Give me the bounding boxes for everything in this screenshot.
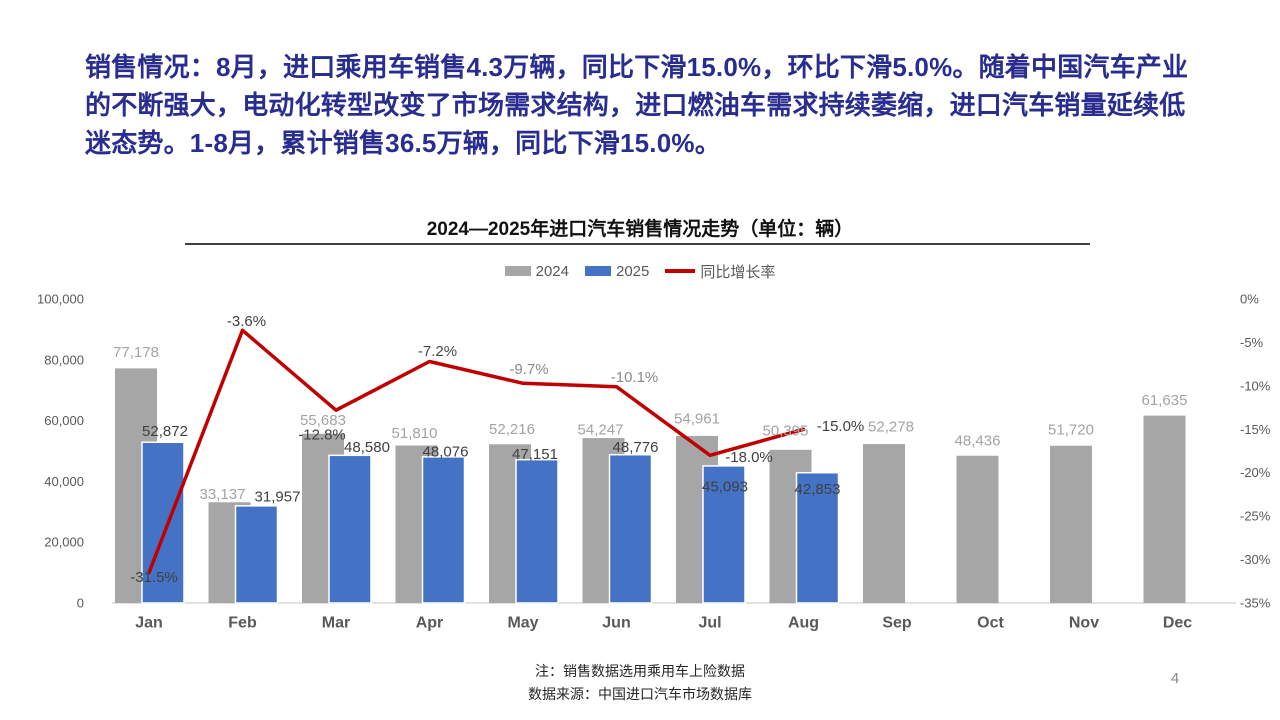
legend-label-2025: 2025 (615, 262, 650, 280)
label-2024-Feb: 33,137 (200, 486, 246, 503)
bar-2025-Aug (795, 471, 840, 604)
label-2024-Jun: 54,247 (578, 422, 624, 439)
month-label-Sep: Sep (882, 615, 912, 632)
left-axis-tick: 100,000 (37, 292, 84, 307)
label-2025-Jul: 45,093 (702, 478, 748, 495)
label-2024-Sep: 52,278 (868, 419, 914, 436)
bar-2025-May (515, 458, 559, 604)
month-label-May: May (507, 615, 538, 632)
label-2025-Apr: 48,076 (423, 443, 469, 460)
label-2024-Aug: 50,395 (763, 422, 809, 439)
legend-item-2024: 2024 (504, 262, 569, 280)
label-2024-Apr: 51,810 (392, 425, 438, 442)
label-2024-May: 52,216 (489, 421, 535, 438)
label-growth-Mar: -12.8% (298, 427, 346, 444)
month-label-Dec: Dec (1163, 615, 1192, 632)
right-axis-tick: -20% (1240, 465, 1271, 480)
right-axis-tick: -30% (1240, 552, 1271, 567)
right-axis-tick: -5% (1240, 335, 1264, 350)
left-axis-tick: 20,000 (44, 535, 84, 550)
legend-swatch-2024 (504, 266, 531, 276)
month-label-Nov: Nov (1069, 615, 1099, 632)
bar-2024-Sep (863, 444, 905, 603)
left-axis-tick: 40,000 (44, 474, 84, 489)
page-number: 4 (1170, 670, 1180, 687)
bar-2025-Apr (421, 456, 466, 604)
label-2024-Oct: 48,436 (955, 432, 1001, 449)
label-2025-Aug: 42,853 (795, 481, 841, 498)
legend-item-yoy-growth: 同比增长率 (665, 261, 775, 282)
label-2024-Nov: 51,720 (1048, 421, 1094, 438)
label-growth-Jan: -31.5% (130, 569, 178, 586)
label-growth-Jun: -10.1% (611, 369, 659, 386)
left-axis-tick: 80,000 (44, 352, 84, 367)
left-axis-tick: 0 (77, 596, 84, 611)
footnote-data-note: 注：销售数据选用乘用车上险数据 (535, 663, 745, 679)
month-label-Apr: Apr (416, 615, 444, 632)
bar-2024-Dec (1143, 415, 1186, 603)
legend-item-2025: 2025 (584, 262, 650, 280)
legend-swatch-2025 (584, 266, 611, 276)
legend-swatch-yoy (665, 269, 696, 273)
left-axis-tick: 60,000 (44, 413, 84, 428)
right-axis-tick: -35% (1240, 596, 1271, 611)
label-2024-Mar: 55,683 (300, 412, 346, 429)
month-label-Aug: Aug (788, 615, 819, 632)
label-2025-May: 47,151 (512, 446, 558, 463)
bar-2025-Mar (328, 454, 372, 604)
month-label-Jun: Jun (602, 615, 630, 632)
bar-2024-Nov (1050, 445, 1092, 603)
right-axis-tick: 0% (1240, 292, 1259, 307)
label-2024-Dec: 61,635 (1142, 392, 1188, 409)
label-growth-Feb: -3.6% (227, 313, 266, 330)
bar-2025-Feb (234, 505, 279, 604)
label-2024-Jul: 54,961 (674, 410, 720, 427)
bar-2024-Oct (956, 455, 999, 603)
label-2024-Jan: 77,178 (113, 344, 159, 361)
headline-text: 销售情况：8月，进口乘用车销售4.3万辆，同比下滑15.0%，环比下滑5.0%。… (85, 52, 1189, 158)
footnote-data-source: 数据来源：中国进口汽车市场数据库 (528, 686, 752, 702)
month-label-Jan: Jan (135, 615, 163, 632)
chart-legend: 2024 2025 同比增长率 (0, 261, 1280, 281)
label-2025-Mar: 48,580 (344, 439, 390, 456)
label-growth-May: -9.7% (509, 361, 548, 378)
bar-2025-Jan (141, 441, 185, 604)
right-axis-tick: -25% (1240, 509, 1271, 524)
label-growth-Jul: -18.0% (725, 449, 773, 466)
bar-2025-Jul (702, 465, 746, 604)
label-2025-Feb: 31,957 (255, 488, 301, 505)
legend-label-2024: 2024 (535, 262, 569, 280)
month-label-Feb: Feb (228, 615, 257, 632)
label-2025-Jun: 48,776 (613, 439, 659, 456)
month-label-Jul: Jul (698, 615, 721, 632)
yoy-growth-line (147, 328, 806, 575)
label-growth-Aug: -15.0% (817, 418, 865, 435)
right-axis-tick: -10% (1240, 378, 1271, 393)
label-2025-Jan: 52,872 (142, 423, 188, 440)
title-underline (185, 243, 1090, 245)
bar-2025-Jun (608, 453, 653, 604)
chart-title: 2024—2025年进口汽车销售情况走势（单位：辆） (426, 219, 854, 240)
month-label-Mar: Mar (322, 615, 350, 632)
label-growth-Apr: -7.2% (418, 343, 457, 360)
legend-label-yoy: 同比增长率 (700, 263, 776, 281)
month-label-Oct: Oct (977, 615, 1004, 632)
right-axis-tick: -15% (1240, 422, 1271, 437)
